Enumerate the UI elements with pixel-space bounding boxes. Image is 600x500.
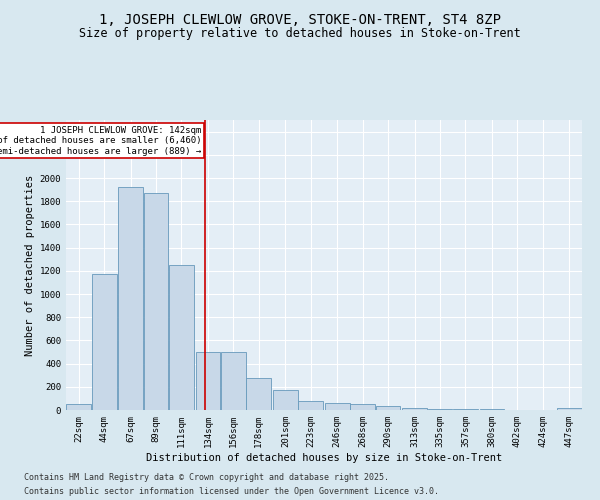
Bar [557,408,582,410]
Bar [376,406,400,410]
Bar [402,408,427,410]
Bar [273,390,298,410]
Y-axis label: Number of detached properties: Number of detached properties [25,174,35,356]
Bar [247,378,271,410]
Bar [143,192,169,410]
Bar [221,352,246,410]
Bar [66,404,91,410]
Text: 1 JOSEPH CLEWLOW GROVE: 142sqm
← 88% of detached houses are smaller (6,460)
12% : 1 JOSEPH CLEWLOW GROVE: 142sqm ← 88% of … [0,126,201,156]
Text: 1, JOSEPH CLEWLOW GROVE, STOKE-ON-TRENT, ST4 8ZP: 1, JOSEPH CLEWLOW GROVE, STOKE-ON-TRENT,… [99,12,501,26]
Bar [196,352,220,410]
Text: Contains HM Land Registry data © Crown copyright and database right 2025.: Contains HM Land Registry data © Crown c… [24,472,389,482]
Bar [118,186,143,410]
Bar [325,403,350,410]
Bar [298,400,323,410]
Bar [428,409,452,410]
Text: Contains public sector information licensed under the Open Government Licence v3: Contains public sector information licen… [24,488,439,496]
Bar [92,274,116,410]
X-axis label: Distribution of detached houses by size in Stoke-on-Trent: Distribution of detached houses by size … [146,452,502,462]
Text: Size of property relative to detached houses in Stoke-on-Trent: Size of property relative to detached ho… [79,28,521,40]
Bar [169,265,194,410]
Bar [350,404,375,410]
